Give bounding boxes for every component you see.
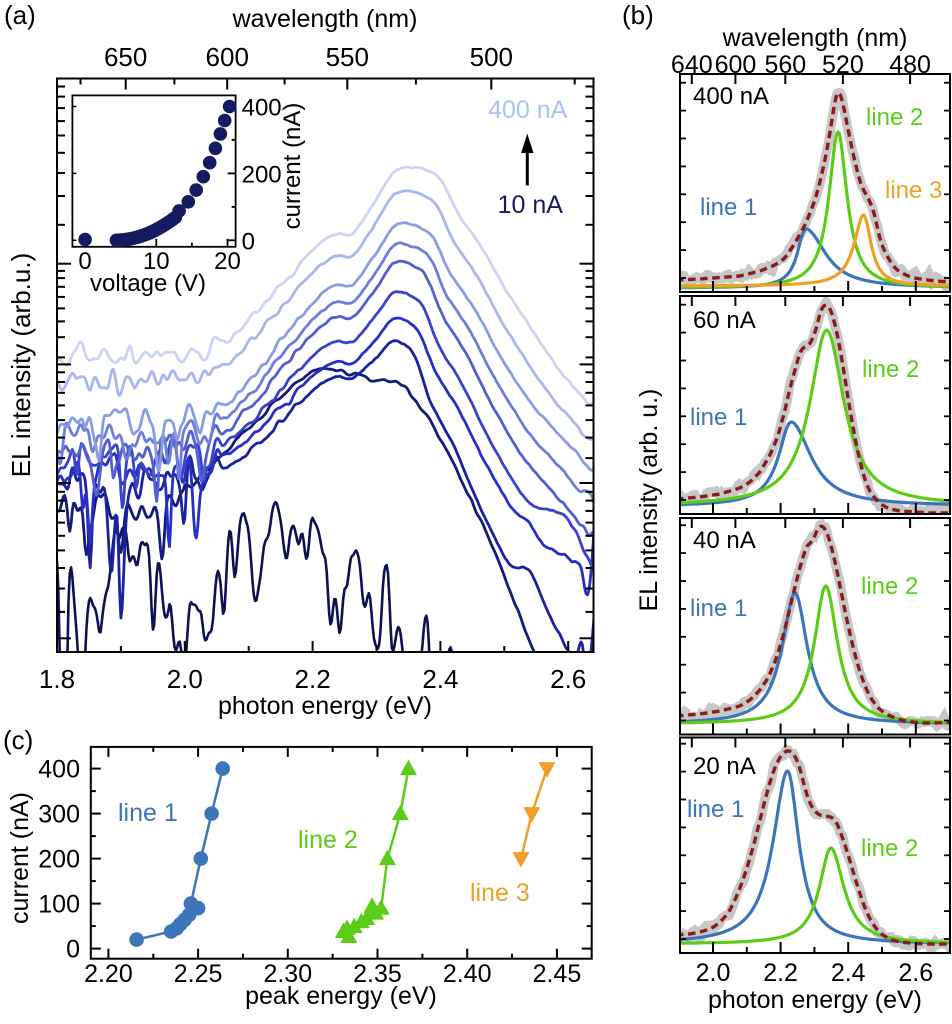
svg-text:40 nA: 40 nA (693, 527, 756, 554)
svg-text:400 nA: 400 nA (488, 96, 568, 124)
svg-text:current (nA): current (nA) (279, 103, 306, 230)
svg-text:line 1: line 1 (700, 194, 757, 221)
svg-text:2.4: 2.4 (422, 664, 458, 694)
svg-text:line 2: line 2 (862, 356, 919, 383)
svg-text:300: 300 (38, 801, 80, 829)
svg-text:line 1: line 1 (690, 404, 747, 431)
svg-text:20: 20 (214, 248, 241, 275)
svg-text:2.45: 2.45 (533, 960, 582, 988)
svg-text:20 nA: 20 nA (693, 753, 756, 780)
svg-text:2.4: 2.4 (831, 959, 866, 987)
svg-text:wavelength (nm): wavelength (nm) (232, 5, 418, 33)
svg-text:wavelength (nm): wavelength (nm) (722, 24, 908, 52)
svg-text:560: 560 (764, 51, 806, 79)
svg-text:1.8: 1.8 (39, 664, 75, 694)
svg-text:EL intensity (arb.u.): EL intensity (arb.u.) (6, 253, 36, 477)
svg-text:600: 600 (715, 51, 757, 79)
svg-text:2.0: 2.0 (696, 959, 731, 987)
svg-text:480: 480 (889, 51, 931, 79)
svg-text:0: 0 (78, 248, 91, 275)
svg-text:2.2: 2.2 (295, 664, 331, 694)
svg-text:line 2: line 2 (298, 826, 358, 854)
svg-text:line 2: line 2 (866, 104, 923, 131)
svg-text:line 3: line 3 (885, 177, 942, 204)
svg-text:line 1: line 1 (687, 796, 744, 823)
svg-text:current (nA): current (nA) (6, 792, 34, 924)
svg-text:2.2: 2.2 (763, 959, 798, 987)
svg-text:EL intensity (arb. u.): EL intensity (arb. u.) (635, 389, 663, 612)
svg-text:600: 600 (206, 42, 249, 72)
svg-text:400 nA: 400 nA (693, 83, 769, 110)
svg-text:0: 0 (66, 936, 80, 964)
svg-text:line 1: line 1 (118, 799, 178, 827)
svg-text:(b): (b) (622, 0, 654, 30)
svg-text:line 3: line 3 (470, 879, 530, 907)
svg-text:2.40: 2.40 (443, 960, 492, 988)
svg-text:200: 200 (242, 161, 282, 188)
svg-text:photon energy (eV): photon energy (eV) (218, 692, 432, 720)
svg-text:640: 640 (671, 51, 713, 79)
svg-text:line 2: line 2 (861, 573, 918, 600)
svg-text:2.30: 2.30 (263, 960, 312, 988)
svg-text:(a): (a) (4, 0, 36, 30)
svg-text:peak energy (eV): peak energy (eV) (245, 982, 437, 1010)
svg-text:200: 200 (38, 846, 80, 874)
svg-text:400: 400 (38, 756, 80, 784)
svg-text:550: 550 (326, 42, 369, 72)
svg-text:(c): (c) (3, 725, 33, 755)
svg-text:60 nA: 60 nA (693, 307, 756, 334)
svg-text:2.6: 2.6 (550, 664, 586, 694)
svg-text:10 nA: 10 nA (498, 191, 564, 219)
svg-text:10: 10 (143, 248, 170, 275)
svg-text:650: 650 (104, 42, 147, 72)
svg-text:photon energy (eV): photon energy (eV) (708, 986, 922, 1014)
svg-text:line 1: line 1 (690, 595, 747, 622)
svg-text:voltage (V): voltage (V) (90, 270, 206, 297)
svg-text:2.0: 2.0 (167, 664, 203, 694)
svg-text:520: 520 (822, 51, 864, 79)
svg-text:100: 100 (38, 891, 80, 919)
svg-text:2.35: 2.35 (353, 960, 402, 988)
svg-text:500: 500 (470, 42, 513, 72)
svg-text:2.20: 2.20 (84, 960, 133, 988)
svg-text:0: 0 (242, 228, 255, 255)
svg-text:400: 400 (242, 95, 282, 122)
svg-text:2.6: 2.6 (898, 959, 933, 987)
svg-text:line 2: line 2 (861, 835, 918, 862)
svg-text:2.25: 2.25 (174, 960, 223, 988)
